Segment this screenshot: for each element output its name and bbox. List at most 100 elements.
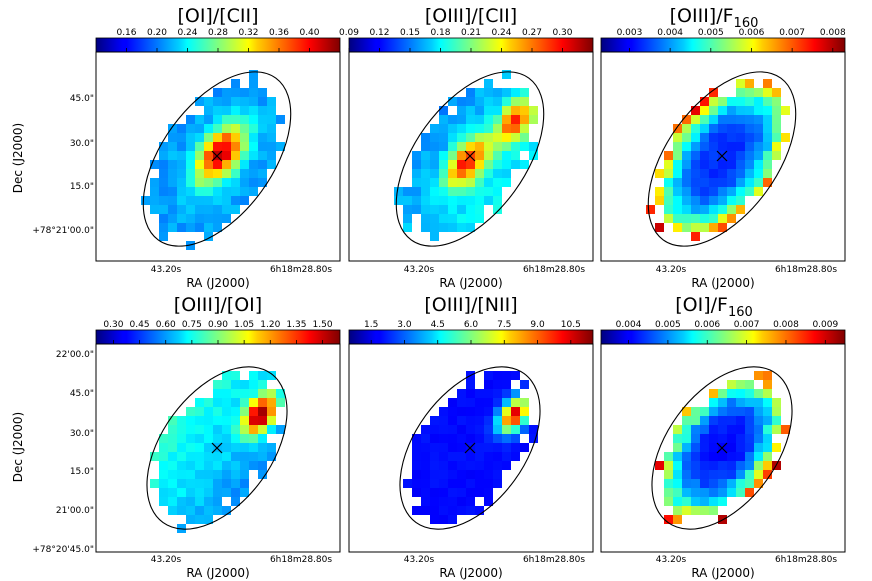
- heatmap-cell: [249, 425, 258, 434]
- panel-oiii-cii: [OIII]/[CII] 0.09 0.12 0.15 0.18 0.21 0.24 0.2…: [339, 5, 594, 290]
- heatmap-cell: [727, 169, 736, 178]
- heatmap-cell: [475, 506, 484, 515]
- colorbar-ticks: 0.16 0.20 0.24 0.28 0.32 0.36 0.40: [116, 28, 320, 52]
- heatmap-cell: [502, 380, 511, 389]
- heatmap-cell: [502, 160, 511, 169]
- heatmap-cell: [222, 115, 231, 124]
- heatmap-cell: [213, 398, 222, 407]
- heatmap-cell: [700, 178, 709, 187]
- heatmap-cell: [204, 151, 213, 160]
- heatmap-cell: [466, 506, 475, 515]
- heatmap-cell: [772, 142, 781, 151]
- heatmap-cell: [754, 151, 763, 160]
- colorbar-tick-label: 1.20: [260, 320, 280, 330]
- heatmap-cell: [177, 169, 186, 178]
- heatmap-cell: [421, 187, 430, 196]
- heatmap-cell: [466, 88, 475, 97]
- heatmap-cell: [466, 461, 475, 470]
- heatmap-cell: [763, 425, 772, 434]
- y-tick-label: 21'00.0": [56, 506, 94, 516]
- heatmap-cell: [267, 115, 276, 124]
- heatmap-cell: [745, 160, 754, 169]
- heatmap-cell: [267, 133, 276, 142]
- heatmap-cell: [168, 124, 177, 133]
- heatmap-cell: [736, 106, 745, 115]
- heatmap-cell: [718, 497, 727, 506]
- heatmap-cell: [511, 151, 520, 160]
- heatmap-cell: [466, 115, 475, 124]
- heatmap-cell: [718, 142, 727, 151]
- heatmap-cell: [772, 115, 781, 124]
- heatmap-cell: [412, 151, 421, 160]
- heatmap-cell: [231, 371, 240, 380]
- heatmap-cell: [664, 461, 673, 470]
- heatmap-cell: [718, 205, 727, 214]
- heatmap-cell: [664, 214, 673, 223]
- heatmap-cell: [745, 452, 754, 461]
- heatmap-cell: [772, 133, 781, 142]
- panel-title: [OIII]/F160: [670, 5, 759, 31]
- heatmap-cell: [421, 133, 430, 142]
- heatmap-cell: [736, 434, 745, 443]
- heatmap-cell: [258, 106, 267, 115]
- heatmap-cell: [736, 151, 745, 160]
- heatmap-cell: [466, 214, 475, 223]
- heatmap-cell: [529, 434, 538, 443]
- heatmap-cell: [249, 398, 258, 407]
- heatmap-cell: [448, 434, 457, 443]
- heatmap-cell: [213, 88, 222, 97]
- heatmap-cell: [186, 214, 195, 223]
- heatmap-cell: [195, 479, 204, 488]
- heatmap-cell: [664, 196, 673, 205]
- heatmap-cell: [439, 196, 448, 205]
- heatmap-cell: [718, 223, 727, 232]
- heatmap-cell: [727, 205, 736, 214]
- heatmap-cell: [213, 223, 222, 232]
- heatmap-cell: [213, 124, 222, 133]
- heatmap-cell: [511, 160, 520, 169]
- heatmap-cell: [213, 497, 222, 506]
- heatmap-cell: [448, 497, 457, 506]
- heatmap-cell: [745, 169, 754, 178]
- heatmap-cell: [718, 169, 727, 178]
- heatmap-cell: [754, 142, 763, 151]
- heatmap-cell: [213, 205, 222, 214]
- heatmap-cell: [457, 452, 466, 461]
- heatmap-cell: [421, 452, 430, 461]
- heatmap-cell: [186, 497, 195, 506]
- heatmap-cell: [439, 479, 448, 488]
- heatmap-cell: [754, 407, 763, 416]
- heatmap-cell: [403, 223, 412, 232]
- heatmap-cell: [231, 178, 240, 187]
- heatmap-cell: [493, 160, 502, 169]
- heatmap-cell: [700, 497, 709, 506]
- colorbar-tick-label: 1.35: [286, 320, 306, 330]
- heatmap-cell: [412, 488, 421, 497]
- heatmap-cell: [204, 115, 213, 124]
- heatmap-cell: [204, 223, 213, 232]
- center-cross: [211, 150, 223, 162]
- heatmap-cell: [168, 497, 177, 506]
- heatmap-cell: [511, 398, 520, 407]
- heatmap-cell: [412, 434, 421, 443]
- colorbar-tick-label: 0.005: [655, 320, 681, 330]
- heatmap-cell: [448, 169, 457, 178]
- heatmap-cell: [430, 443, 439, 452]
- heatmap-cell: [664, 151, 673, 160]
- heatmap-cell: [727, 380, 736, 389]
- heatmap-cell: [736, 169, 745, 178]
- heatmap-cell: [231, 434, 240, 443]
- heatmap-cell: [204, 124, 213, 133]
- heatmap-cell: [502, 425, 511, 434]
- heatmap-cell: [664, 452, 673, 461]
- heatmap-cell: [673, 479, 682, 488]
- heatmap-cell: [511, 425, 520, 434]
- heatmap-cell: [655, 461, 664, 470]
- heatmap-cell: [682, 497, 691, 506]
- heatmap-cell: [168, 133, 177, 142]
- x-tick-label: 6h18m28.80s: [523, 265, 585, 275]
- heatmap-cell: [718, 479, 727, 488]
- colorbar-tick-label: 0.40: [299, 28, 319, 38]
- heatmap-cell: [745, 88, 754, 97]
- heatmap-cell: [664, 470, 673, 479]
